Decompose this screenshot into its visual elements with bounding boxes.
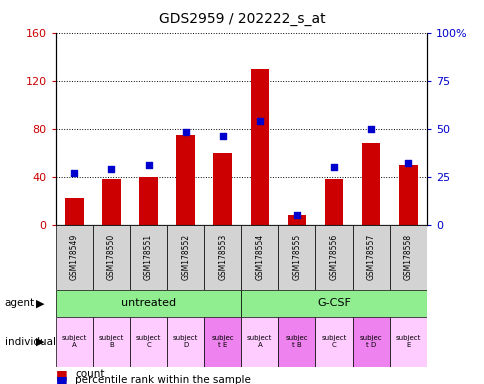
Text: individual: individual bbox=[5, 337, 56, 347]
Point bbox=[70, 170, 78, 176]
Point bbox=[404, 160, 411, 166]
Bar bbox=[278, 225, 315, 290]
Point bbox=[330, 164, 337, 170]
Text: untreated: untreated bbox=[121, 298, 176, 308]
Bar bbox=[324, 179, 343, 225]
Bar bbox=[315, 317, 352, 367]
Text: subjec
t D: subjec t D bbox=[359, 335, 382, 348]
Bar bbox=[130, 225, 166, 290]
Text: subject
B: subject B bbox=[99, 335, 124, 348]
Point bbox=[144, 162, 152, 168]
Text: subject
A: subject A bbox=[61, 335, 87, 348]
Text: GSM178557: GSM178557 bbox=[366, 234, 375, 280]
Bar bbox=[241, 225, 278, 290]
Text: ▶: ▶ bbox=[36, 337, 45, 347]
Bar bbox=[315, 225, 352, 290]
Point bbox=[366, 126, 374, 132]
Bar bbox=[102, 179, 121, 225]
Text: ■: ■ bbox=[56, 368, 67, 381]
Bar bbox=[65, 198, 83, 225]
Text: ▶: ▶ bbox=[36, 298, 45, 308]
Bar bbox=[166, 317, 204, 367]
Point bbox=[292, 212, 300, 218]
Bar bbox=[56, 317, 93, 367]
Bar bbox=[352, 317, 389, 367]
Text: GSM178552: GSM178552 bbox=[181, 234, 190, 280]
Text: count: count bbox=[75, 369, 105, 379]
Text: subject
C: subject C bbox=[136, 335, 161, 348]
Point bbox=[218, 133, 226, 139]
Text: G-CSF: G-CSF bbox=[317, 298, 350, 308]
Bar bbox=[278, 317, 315, 367]
Text: subject
A: subject A bbox=[247, 335, 272, 348]
Bar bbox=[287, 215, 305, 225]
Bar bbox=[361, 143, 379, 225]
Point bbox=[256, 118, 263, 124]
Text: subjec
t E: subjec t E bbox=[211, 335, 234, 348]
Text: subjec
t B: subjec t B bbox=[285, 335, 308, 348]
Bar bbox=[176, 135, 195, 225]
Bar bbox=[56, 225, 93, 290]
Point bbox=[182, 129, 189, 136]
Bar bbox=[213, 153, 231, 225]
Text: GSM178553: GSM178553 bbox=[218, 234, 227, 280]
Bar bbox=[56, 290, 241, 317]
Bar bbox=[139, 177, 157, 225]
Text: GSM178550: GSM178550 bbox=[106, 234, 116, 280]
Text: GSM178549: GSM178549 bbox=[70, 234, 79, 280]
Bar bbox=[250, 69, 269, 225]
Bar bbox=[241, 290, 426, 317]
Bar bbox=[93, 317, 130, 367]
Bar bbox=[166, 225, 204, 290]
Text: agent: agent bbox=[5, 298, 35, 308]
Text: GSM178556: GSM178556 bbox=[329, 234, 338, 280]
Text: GSM178554: GSM178554 bbox=[255, 234, 264, 280]
Bar bbox=[352, 225, 389, 290]
Text: GSM178555: GSM178555 bbox=[292, 234, 301, 280]
Text: subject
D: subject D bbox=[173, 335, 198, 348]
Point bbox=[107, 166, 115, 172]
Bar bbox=[241, 317, 278, 367]
Bar bbox=[204, 225, 241, 290]
Text: subject
C: subject C bbox=[321, 335, 346, 348]
Bar bbox=[389, 225, 426, 290]
Text: GSM178551: GSM178551 bbox=[144, 234, 153, 280]
Text: GDS2959 / 202222_s_at: GDS2959 / 202222_s_at bbox=[159, 12, 325, 25]
Text: ■: ■ bbox=[56, 374, 67, 384]
Text: subject
E: subject E bbox=[395, 335, 420, 348]
Text: percentile rank within the sample: percentile rank within the sample bbox=[75, 375, 251, 384]
Bar bbox=[130, 317, 166, 367]
Bar bbox=[93, 225, 130, 290]
Text: GSM178558: GSM178558 bbox=[403, 234, 412, 280]
Bar bbox=[398, 165, 417, 225]
Bar bbox=[204, 317, 241, 367]
Bar bbox=[389, 317, 426, 367]
